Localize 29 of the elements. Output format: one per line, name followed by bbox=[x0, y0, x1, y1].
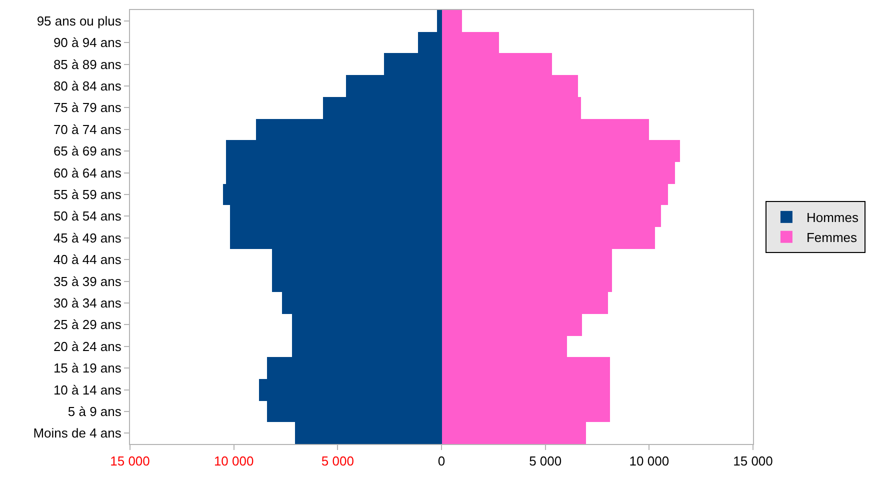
y-tick-label: Moins de 4 ans bbox=[33, 426, 122, 441]
y-tick-label: 25 à 29 ans bbox=[53, 317, 122, 332]
y-tick-label: 5 à 9 ans bbox=[68, 404, 122, 419]
y-tick-label: 30 à 34 ans bbox=[53, 296, 122, 310]
x-tick-label: 5 000 bbox=[321, 454, 354, 469]
y-tick-label: 35 à 39 ans bbox=[53, 274, 122, 289]
y-tick-label: 60 à 64 ans bbox=[53, 165, 122, 180]
y-tick-label: 20 à 24 ans bbox=[53, 338, 122, 354]
x-tick-label: 5 000 bbox=[529, 454, 562, 469]
x-tick-label: 15 000 bbox=[733, 454, 773, 469]
y-tick-label: 75 à 79 ans bbox=[53, 100, 122, 116]
legend-label: Hommes bbox=[806, 210, 859, 226]
y-tick-label: 55 à 59 ans bbox=[53, 187, 122, 202]
y-tick-label: 10 à 14 ans bbox=[53, 382, 122, 398]
y-tick-label: 90 à 94 ans bbox=[53, 35, 122, 50]
y-tick-label: 15 à 19 ans bbox=[53, 360, 122, 376]
x-tick-label: 10 000 bbox=[214, 454, 254, 469]
y-tick-label: 95 ans ou plus bbox=[36, 13, 122, 28]
y-tick-label: 80 à 84 ans bbox=[53, 78, 122, 94]
y-tick-label: 65 à 69 ans bbox=[53, 144, 122, 159]
x-tick-label: 0 bbox=[438, 454, 446, 469]
x-tick-label: 15 000 bbox=[110, 454, 150, 469]
y-tick-label: 50 à 54 ans bbox=[53, 208, 122, 224]
x-tick-label: 10 000 bbox=[629, 454, 670, 469]
legend-label: Femmes bbox=[806, 230, 858, 245]
y-tick-label: 85 à 89 ans bbox=[53, 56, 122, 72]
y-tick-label: 40 à 44 ans bbox=[53, 252, 122, 268]
y-tick-label: 45 à 49 ans bbox=[53, 230, 122, 246]
y-tick-label: 70 à 74 ans bbox=[53, 122, 122, 137]
